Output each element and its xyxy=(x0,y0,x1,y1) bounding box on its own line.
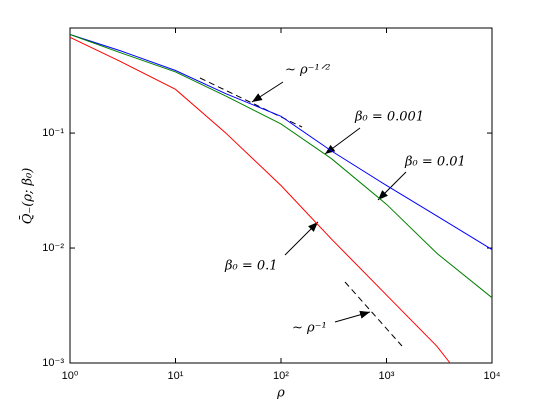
arrow xyxy=(251,81,284,103)
line xyxy=(69,34,493,299)
series-label: β₀ = 0.1 xyxy=(224,259,278,274)
y-axis-label: Q̄₋(ρ; β₀) xyxy=(19,168,35,225)
line xyxy=(69,34,493,250)
x-tick-label: 10² xyxy=(273,370,289,382)
annotation: ∼ ρ⁻¹ᐟ² xyxy=(285,63,330,78)
x-tick-label: 10³ xyxy=(379,370,395,382)
arrow xyxy=(324,127,361,155)
series-label: β₀ = 0.001 xyxy=(354,110,424,125)
y-tick-label: 10⁻¹ xyxy=(42,127,64,139)
y-tick-label: 10⁻² xyxy=(42,242,64,254)
x-tick-label: 10¹ xyxy=(168,370,184,382)
x-axis-label: ρ xyxy=(276,386,285,401)
slope-line xyxy=(344,281,403,347)
x-tick-label: 10⁰ xyxy=(62,370,79,382)
arrow xyxy=(334,310,371,323)
series-label: β₀ = 0.01 xyxy=(404,155,466,170)
x-tick-label: 10⁴ xyxy=(484,370,501,382)
arrow xyxy=(377,171,407,201)
annotation: ∼ ρ⁻¹ xyxy=(292,321,327,336)
arrows xyxy=(251,81,407,323)
arrow xyxy=(284,221,319,256)
line xyxy=(69,36,451,364)
plot-frame xyxy=(69,27,493,364)
y-tick-label: 10⁻³ xyxy=(42,357,64,369)
